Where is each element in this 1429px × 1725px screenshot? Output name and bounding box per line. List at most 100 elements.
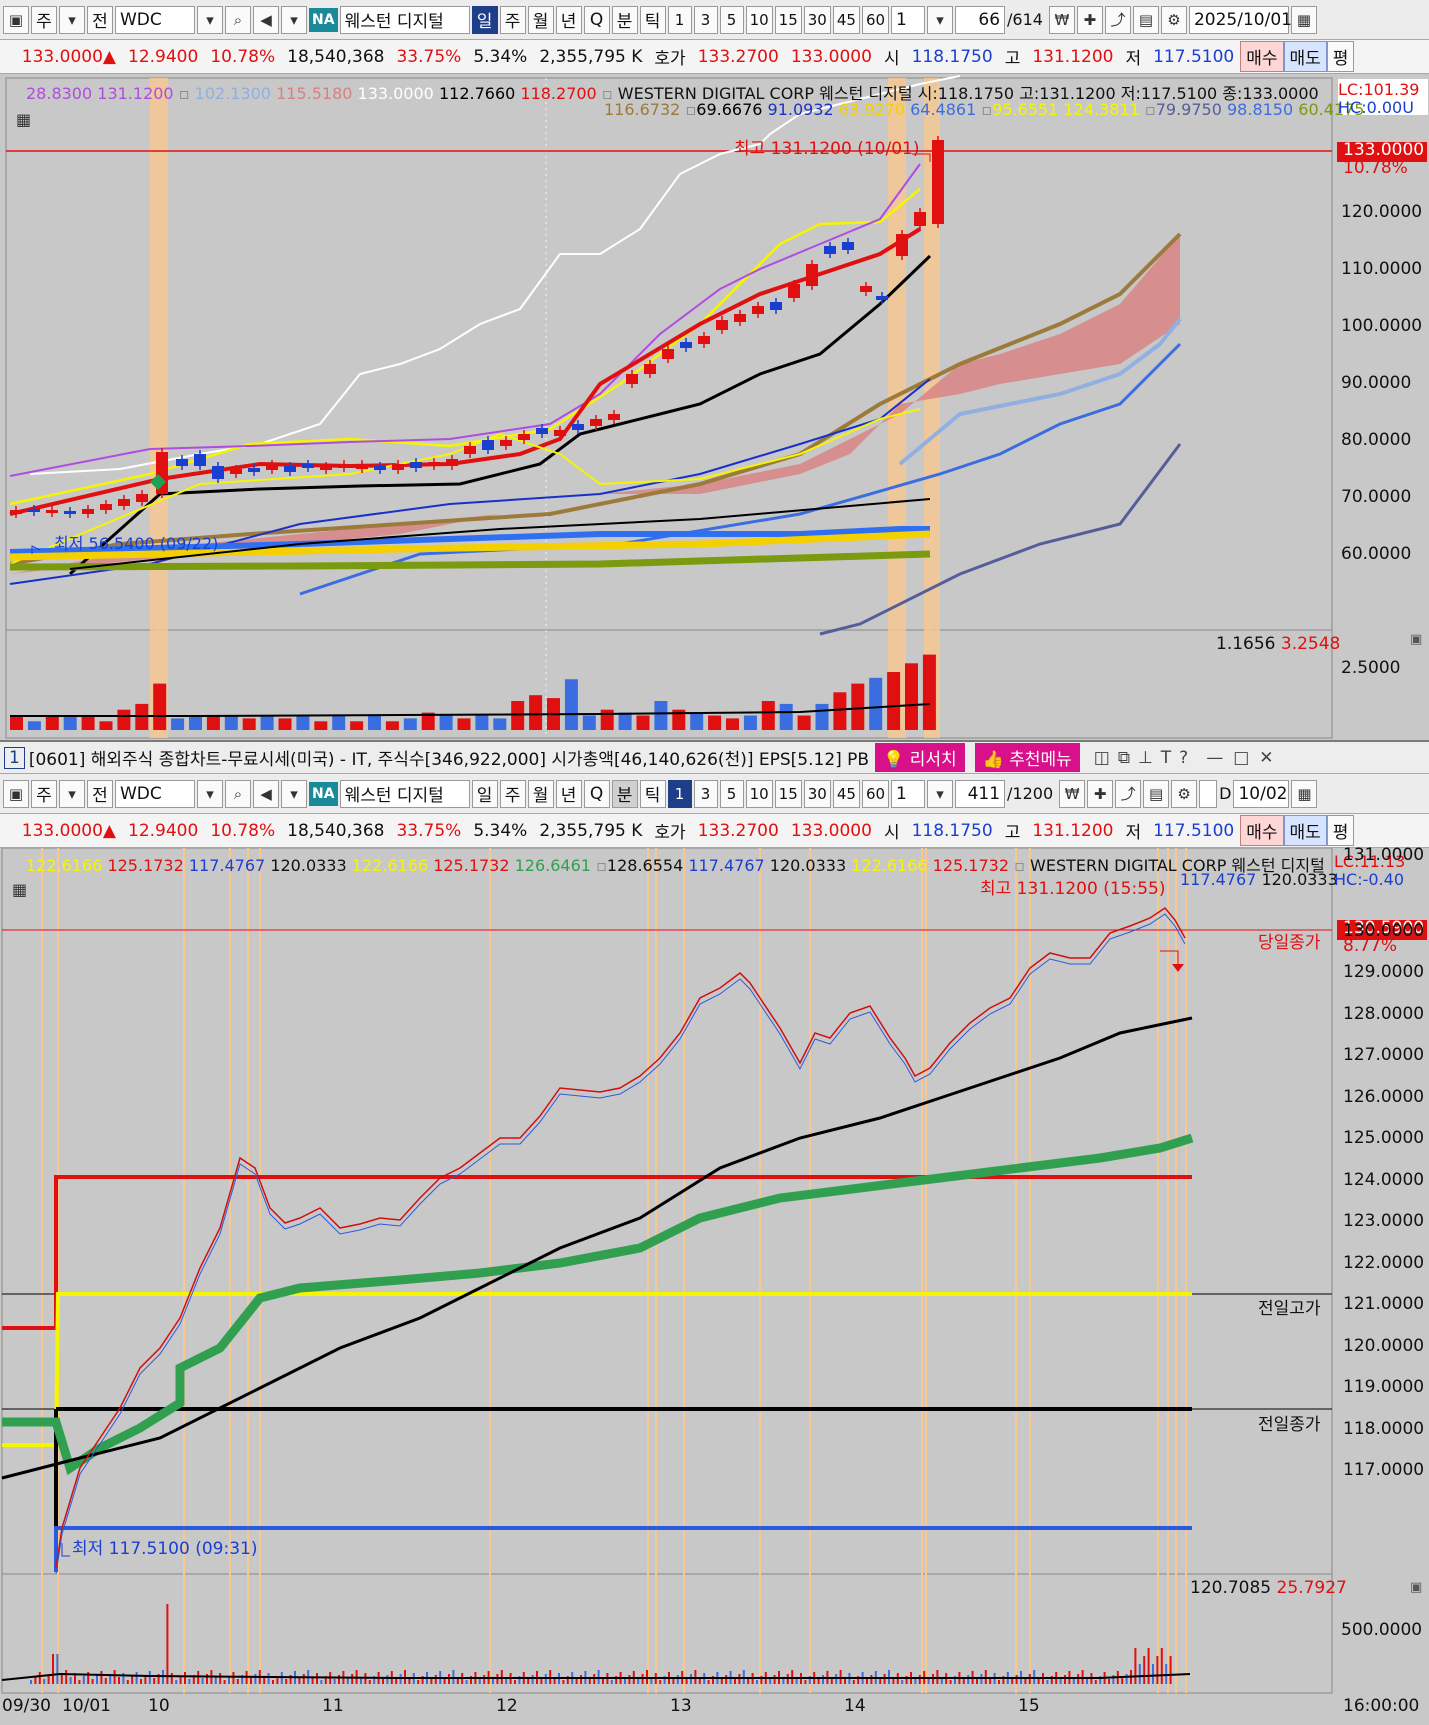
- trend-icon[interactable]: ⤴: [1104, 5, 1131, 34]
- search-icon[interactable]: ⌕: [225, 5, 251, 34]
- market-select[interactable]: 주: [31, 779, 57, 808]
- chevron-down-icon[interactable]: ▾: [59, 779, 85, 808]
- close-icon[interactable]: ✕: [1259, 747, 1274, 768]
- pin-icon[interactable]: ⊥: [1137, 747, 1153, 768]
- market-select[interactable]: 주: [31, 5, 57, 34]
- help-icon[interactable]: ?: [1179, 747, 1189, 768]
- volume-bar: [302, 1674, 305, 1684]
- volume-bar: [267, 1673, 270, 1684]
- minute-button[interactable]: 분: [611, 5, 638, 34]
- chevron-down-icon[interactable]: ▾: [281, 779, 307, 808]
- y-tick-label: 80.0000: [1341, 430, 1412, 450]
- period-quarter[interactable]: Q: [583, 5, 610, 34]
- interval-5[interactable]: 5: [719, 779, 744, 808]
- minimize-icon[interactable]: —: [1206, 747, 1224, 768]
- buy-button[interactable]: 매수: [1240, 41, 1284, 72]
- volume-bar: [1037, 1677, 1040, 1684]
- interval-45[interactable]: 45: [832, 5, 860, 34]
- window-icon[interactable]: ▣: [3, 779, 29, 808]
- research-button[interactable]: 💡 리서치: [875, 743, 965, 772]
- grid-toggle-icon[interactable]: ▦: [16, 110, 32, 129]
- save-icon[interactable]: ▤: [1143, 779, 1170, 808]
- volume-bar: [914, 1679, 917, 1684]
- chevron-down-icon[interactable]: ▾: [197, 779, 223, 808]
- layout-icon[interactable]: ◫: [1093, 747, 1110, 768]
- grid-toggle-icon[interactable]: ▦: [12, 880, 28, 899]
- minute-chart[interactable]: 122.6166 125.1732 117.4767 120.0333 122.…: [0, 845, 1429, 1725]
- interval-30[interactable]: 30: [803, 779, 831, 808]
- eval-button[interactable]: 평: [1326, 815, 1355, 846]
- interval-10[interactable]: 10: [745, 779, 773, 808]
- period-week[interactable]: 주: [499, 779, 526, 808]
- symbol-input[interactable]: WDC: [115, 5, 195, 34]
- speaker-icon[interactable]: ◀: [253, 5, 279, 34]
- crosshair-icon[interactable]: ✚: [1087, 779, 1114, 808]
- currency-icon[interactable]: ₩: [1059, 779, 1086, 808]
- interval-3[interactable]: 3: [693, 779, 718, 808]
- window-icon[interactable]: ▣: [3, 5, 29, 34]
- eval-button[interactable]: 평: [1326, 41, 1355, 72]
- calendar-icon[interactable]: ▦: [1291, 779, 1318, 808]
- interval-15[interactable]: 15: [774, 779, 802, 808]
- period-day[interactable]: 일: [471, 779, 498, 808]
- period-day[interactable]: 일: [471, 5, 498, 34]
- period-week[interactable]: 주: [499, 5, 526, 34]
- period-quarter[interactable]: Q: [583, 779, 610, 808]
- period-year[interactable]: 년: [555, 779, 582, 808]
- minute-chart-canvas[interactable]: [0, 848, 1429, 1725]
- chevron-down-icon[interactable]: ▾: [197, 5, 223, 34]
- recommend-menu-button[interactable]: 👍 추천메뉴: [974, 743, 1080, 772]
- step-input[interactable]: 1: [891, 779, 926, 808]
- crosshair-icon[interactable]: ✚: [1076, 5, 1103, 34]
- period-month[interactable]: 월: [527, 779, 554, 808]
- sell-button[interactable]: 매도: [1283, 41, 1327, 72]
- chevron-down-icon[interactable]: ▾: [281, 5, 307, 34]
- gear-icon[interactable]: ⚙: [1160, 5, 1187, 34]
- interval-1[interactable]: 1: [667, 779, 692, 808]
- interval-60[interactable]: 60: [861, 779, 890, 808]
- tick-button[interactable]: 틱: [639, 779, 666, 808]
- chevron-down-icon[interactable]: ▾: [927, 779, 954, 808]
- interval-30[interactable]: 30: [803, 5, 831, 34]
- count-input[interactable]: 66: [955, 5, 1006, 34]
- daily-chart[interactable]: 28.8300 131.1200 ▫ 102.1300 115.5180 133…: [0, 74, 1429, 740]
- interval-45[interactable]: 45: [832, 779, 860, 808]
- symbol-input[interactable]: WDC: [115, 779, 195, 808]
- all-button[interactable]: 전: [87, 779, 113, 808]
- currency-icon[interactable]: ₩: [1048, 5, 1075, 34]
- all-button[interactable]: 전: [87, 5, 113, 34]
- interval-10[interactable]: 10: [745, 5, 773, 34]
- step-input[interactable]: 1: [891, 5, 926, 34]
- calendar-icon[interactable]: ▦: [1290, 5, 1317, 34]
- copy-icon[interactable]: ⧉: [1117, 747, 1130, 768]
- maximize-icon[interactable]: □: [1233, 747, 1250, 768]
- collapse-icon[interactable]: ▣: [1410, 1580, 1423, 1595]
- interval-15[interactable]: 15: [774, 5, 802, 34]
- buy-button[interactable]: 매수: [1240, 815, 1284, 846]
- interval-1[interactable]: 1: [667, 5, 692, 34]
- interval-5[interactable]: 5: [719, 5, 744, 34]
- minute-button[interactable]: 분: [611, 779, 638, 808]
- save-icon[interactable]: ▤: [1132, 5, 1159, 34]
- chevron-down-icon[interactable]: ▾: [59, 5, 85, 34]
- chevron-down-icon[interactable]: ▾: [927, 5, 954, 34]
- volume-bar: [830, 1678, 833, 1684]
- date-input[interactable]: 10/02: [1233, 779, 1290, 808]
- d-checkbox[interactable]: [1199, 779, 1218, 808]
- date-input[interactable]: 2025/10/01: [1188, 5, 1292, 34]
- text-icon[interactable]: T: [1160, 747, 1172, 768]
- interval-3[interactable]: 3: [693, 5, 718, 34]
- sell-button[interactable]: 매도: [1283, 815, 1327, 846]
- collapse-icon[interactable]: ▣: [1410, 632, 1423, 647]
- tick-button[interactable]: 틱: [639, 5, 666, 34]
- period-year[interactable]: 년: [555, 5, 582, 34]
- gear-icon[interactable]: ⚙: [1171, 779, 1198, 808]
- candle-body: [410, 462, 422, 468]
- trend-icon[interactable]: ⤴: [1115, 779, 1142, 808]
- search-icon[interactable]: ⌕: [225, 779, 251, 808]
- speaker-icon[interactable]: ◀: [253, 779, 279, 808]
- daily-chart-canvas[interactable]: [0, 74, 1429, 740]
- interval-60[interactable]: 60: [861, 5, 890, 34]
- period-month[interactable]: 월: [527, 5, 554, 34]
- count-input[interactable]: 411: [955, 779, 1006, 808]
